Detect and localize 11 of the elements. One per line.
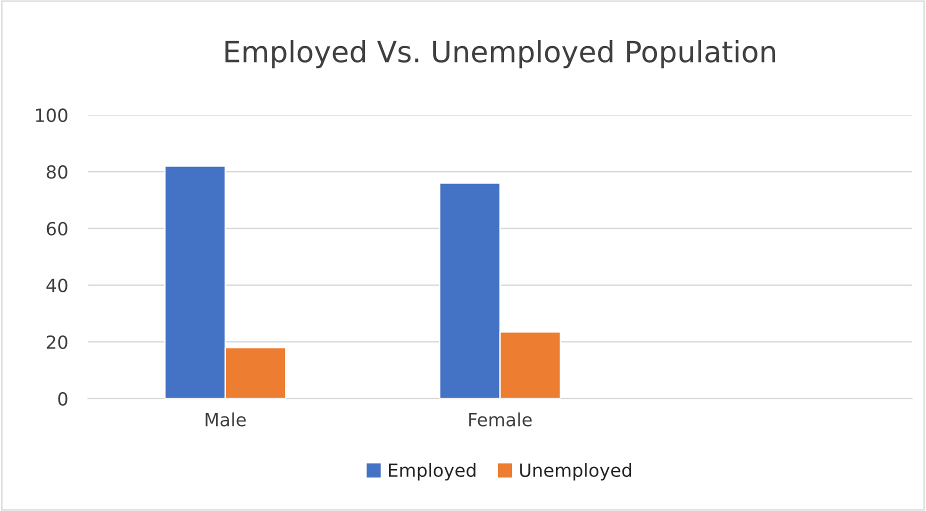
x-tick-label: Female: [469, 412, 532, 426]
y-tick-label: 0: [58, 392, 68, 406]
y-tick-label: 40: [46, 278, 68, 292]
y-tick-label: 20: [46, 335, 68, 349]
x-tick-label: Male: [206, 412, 246, 426]
y-tick-label: 100: [36, 108, 68, 122]
chart-title: Employed Vs. Unemployed Population: [225, 40, 775, 68]
legend-label: Unemployed: [520, 463, 632, 481]
legend-label: Employed: [389, 463, 476, 481]
y-tick-label: 60: [46, 222, 68, 236]
y-tick-label: 80: [46, 165, 68, 179]
